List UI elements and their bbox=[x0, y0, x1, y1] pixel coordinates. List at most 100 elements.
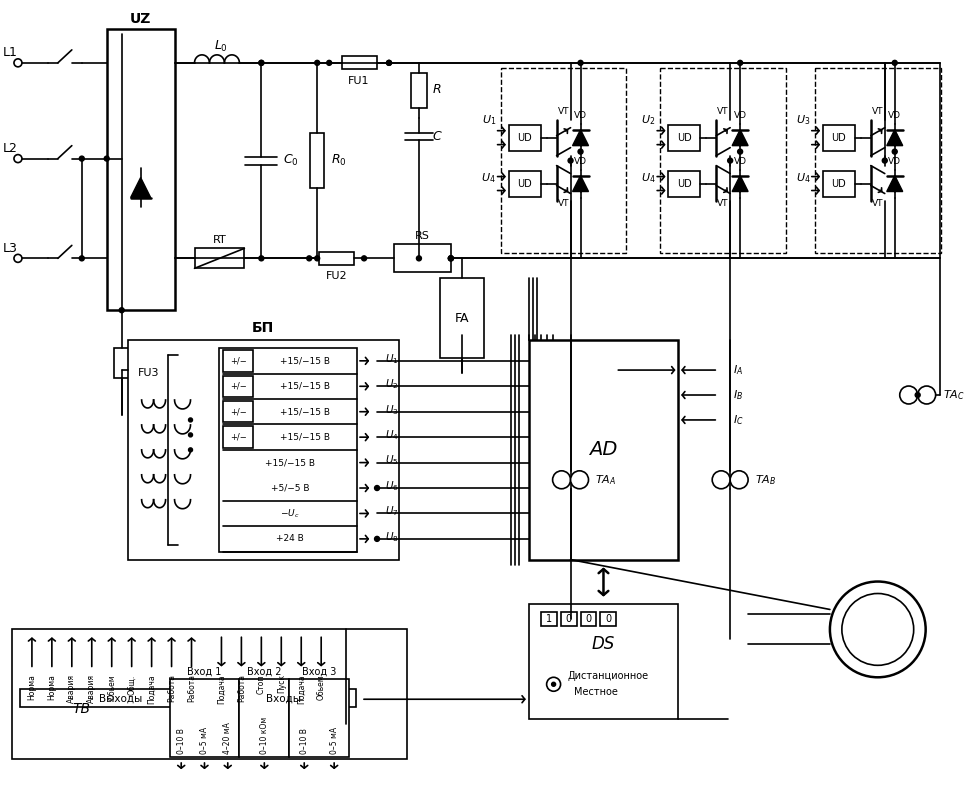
Text: БП: БП bbox=[252, 321, 275, 335]
Polygon shape bbox=[131, 177, 151, 197]
Text: VT: VT bbox=[558, 199, 570, 208]
Text: $U_6$: $U_6$ bbox=[385, 479, 398, 493]
Text: UZ: UZ bbox=[130, 12, 151, 26]
Polygon shape bbox=[887, 130, 903, 145]
Circle shape bbox=[551, 682, 556, 686]
Text: 4–20 мА: 4–20 мА bbox=[223, 722, 232, 754]
Text: RS: RS bbox=[415, 231, 430, 242]
Bar bbox=[668, 171, 700, 196]
Circle shape bbox=[571, 471, 589, 489]
Circle shape bbox=[259, 256, 264, 261]
Polygon shape bbox=[572, 130, 589, 145]
Text: $U_4$: $U_4$ bbox=[385, 429, 398, 442]
Bar bbox=[411, 73, 426, 108]
Bar bbox=[319, 252, 354, 265]
Bar bbox=[212, 689, 356, 708]
Text: 0: 0 bbox=[605, 615, 611, 624]
Bar bbox=[601, 612, 616, 626]
Text: Вход 1: Вход 1 bbox=[188, 666, 221, 677]
Text: VT: VT bbox=[718, 199, 729, 208]
Circle shape bbox=[374, 486, 379, 491]
Text: VT: VT bbox=[558, 107, 570, 116]
Circle shape bbox=[119, 308, 124, 312]
Circle shape bbox=[189, 433, 192, 437]
Circle shape bbox=[79, 156, 84, 161]
Circle shape bbox=[578, 149, 583, 154]
Text: Подача: Подача bbox=[297, 674, 306, 704]
Bar bbox=[529, 604, 678, 719]
Bar bbox=[310, 134, 324, 188]
Bar bbox=[668, 125, 700, 150]
Bar bbox=[194, 248, 245, 269]
Circle shape bbox=[387, 60, 392, 65]
Text: VT: VT bbox=[718, 107, 729, 116]
Text: $TA_C$: $TA_C$ bbox=[943, 388, 964, 402]
Text: VT: VT bbox=[872, 199, 884, 208]
Bar bbox=[223, 401, 253, 422]
Bar bbox=[815, 68, 941, 254]
Circle shape bbox=[449, 256, 454, 261]
Text: 0: 0 bbox=[585, 615, 592, 624]
Text: Обьем: Обьем bbox=[316, 674, 326, 700]
Text: Дистанционное: Дистанционное bbox=[568, 671, 649, 681]
Bar bbox=[240, 679, 289, 757]
Text: Местное: Местное bbox=[573, 687, 618, 697]
Text: UD: UD bbox=[677, 179, 691, 188]
Text: Общ.: Общ. bbox=[128, 674, 136, 695]
Text: +15/−15 В: +15/−15 В bbox=[280, 432, 330, 442]
Text: VT: VT bbox=[872, 107, 884, 116]
Bar bbox=[114, 347, 130, 378]
Bar bbox=[12, 630, 407, 759]
Text: L2: L2 bbox=[3, 142, 17, 155]
Circle shape bbox=[915, 393, 921, 398]
Text: 0: 0 bbox=[566, 615, 571, 624]
Circle shape bbox=[449, 256, 454, 261]
Bar bbox=[394, 244, 451, 273]
Bar bbox=[169, 679, 240, 757]
Circle shape bbox=[568, 158, 573, 163]
Text: Работа: Работа bbox=[187, 674, 196, 702]
Bar bbox=[223, 375, 253, 397]
Circle shape bbox=[449, 256, 454, 261]
Text: +15/−15 В: +15/−15 В bbox=[280, 382, 330, 391]
Text: FU3: FU3 bbox=[137, 367, 160, 378]
Text: ТВ: ТВ bbox=[73, 702, 91, 716]
Text: Работа: Работа bbox=[237, 674, 246, 702]
Bar bbox=[106, 29, 175, 310]
Bar bbox=[289, 679, 349, 757]
Text: 0–10 В: 0–10 В bbox=[177, 728, 186, 754]
Text: UD: UD bbox=[517, 133, 532, 142]
Circle shape bbox=[893, 149, 897, 154]
Text: VD: VD bbox=[574, 111, 587, 120]
Circle shape bbox=[189, 448, 192, 452]
Circle shape bbox=[882, 158, 888, 163]
Text: UD: UD bbox=[517, 179, 532, 188]
Bar bbox=[541, 612, 557, 626]
Bar bbox=[341, 56, 376, 69]
Text: Входы: Входы bbox=[266, 693, 302, 704]
Text: $I_C$: $I_C$ bbox=[733, 413, 744, 427]
Polygon shape bbox=[732, 176, 748, 192]
Text: Норма: Норма bbox=[47, 674, 56, 700]
Text: $U_1$: $U_1$ bbox=[385, 352, 398, 366]
Text: $U_2$: $U_2$ bbox=[385, 378, 398, 391]
Polygon shape bbox=[572, 176, 589, 192]
Text: Вход 2: Вход 2 bbox=[248, 666, 281, 677]
Text: R: R bbox=[433, 83, 442, 96]
Bar bbox=[440, 278, 484, 358]
Text: 0–5 мА: 0–5 мА bbox=[200, 727, 209, 754]
Circle shape bbox=[259, 60, 264, 65]
Text: +/−: +/− bbox=[230, 356, 247, 366]
Text: VD: VD bbox=[734, 111, 747, 120]
Circle shape bbox=[918, 386, 936, 404]
Text: $U_3$: $U_3$ bbox=[796, 113, 810, 126]
Circle shape bbox=[307, 256, 311, 261]
Text: +5/−5 В: +5/−5 В bbox=[271, 483, 309, 493]
Text: Норма: Норма bbox=[27, 674, 37, 700]
Text: +15/−15 В: +15/−15 В bbox=[280, 407, 330, 417]
Bar bbox=[823, 171, 855, 196]
Text: UD: UD bbox=[832, 133, 846, 142]
Text: Выходы: Выходы bbox=[99, 693, 142, 704]
Bar bbox=[580, 612, 597, 626]
Text: UD: UD bbox=[677, 133, 691, 142]
